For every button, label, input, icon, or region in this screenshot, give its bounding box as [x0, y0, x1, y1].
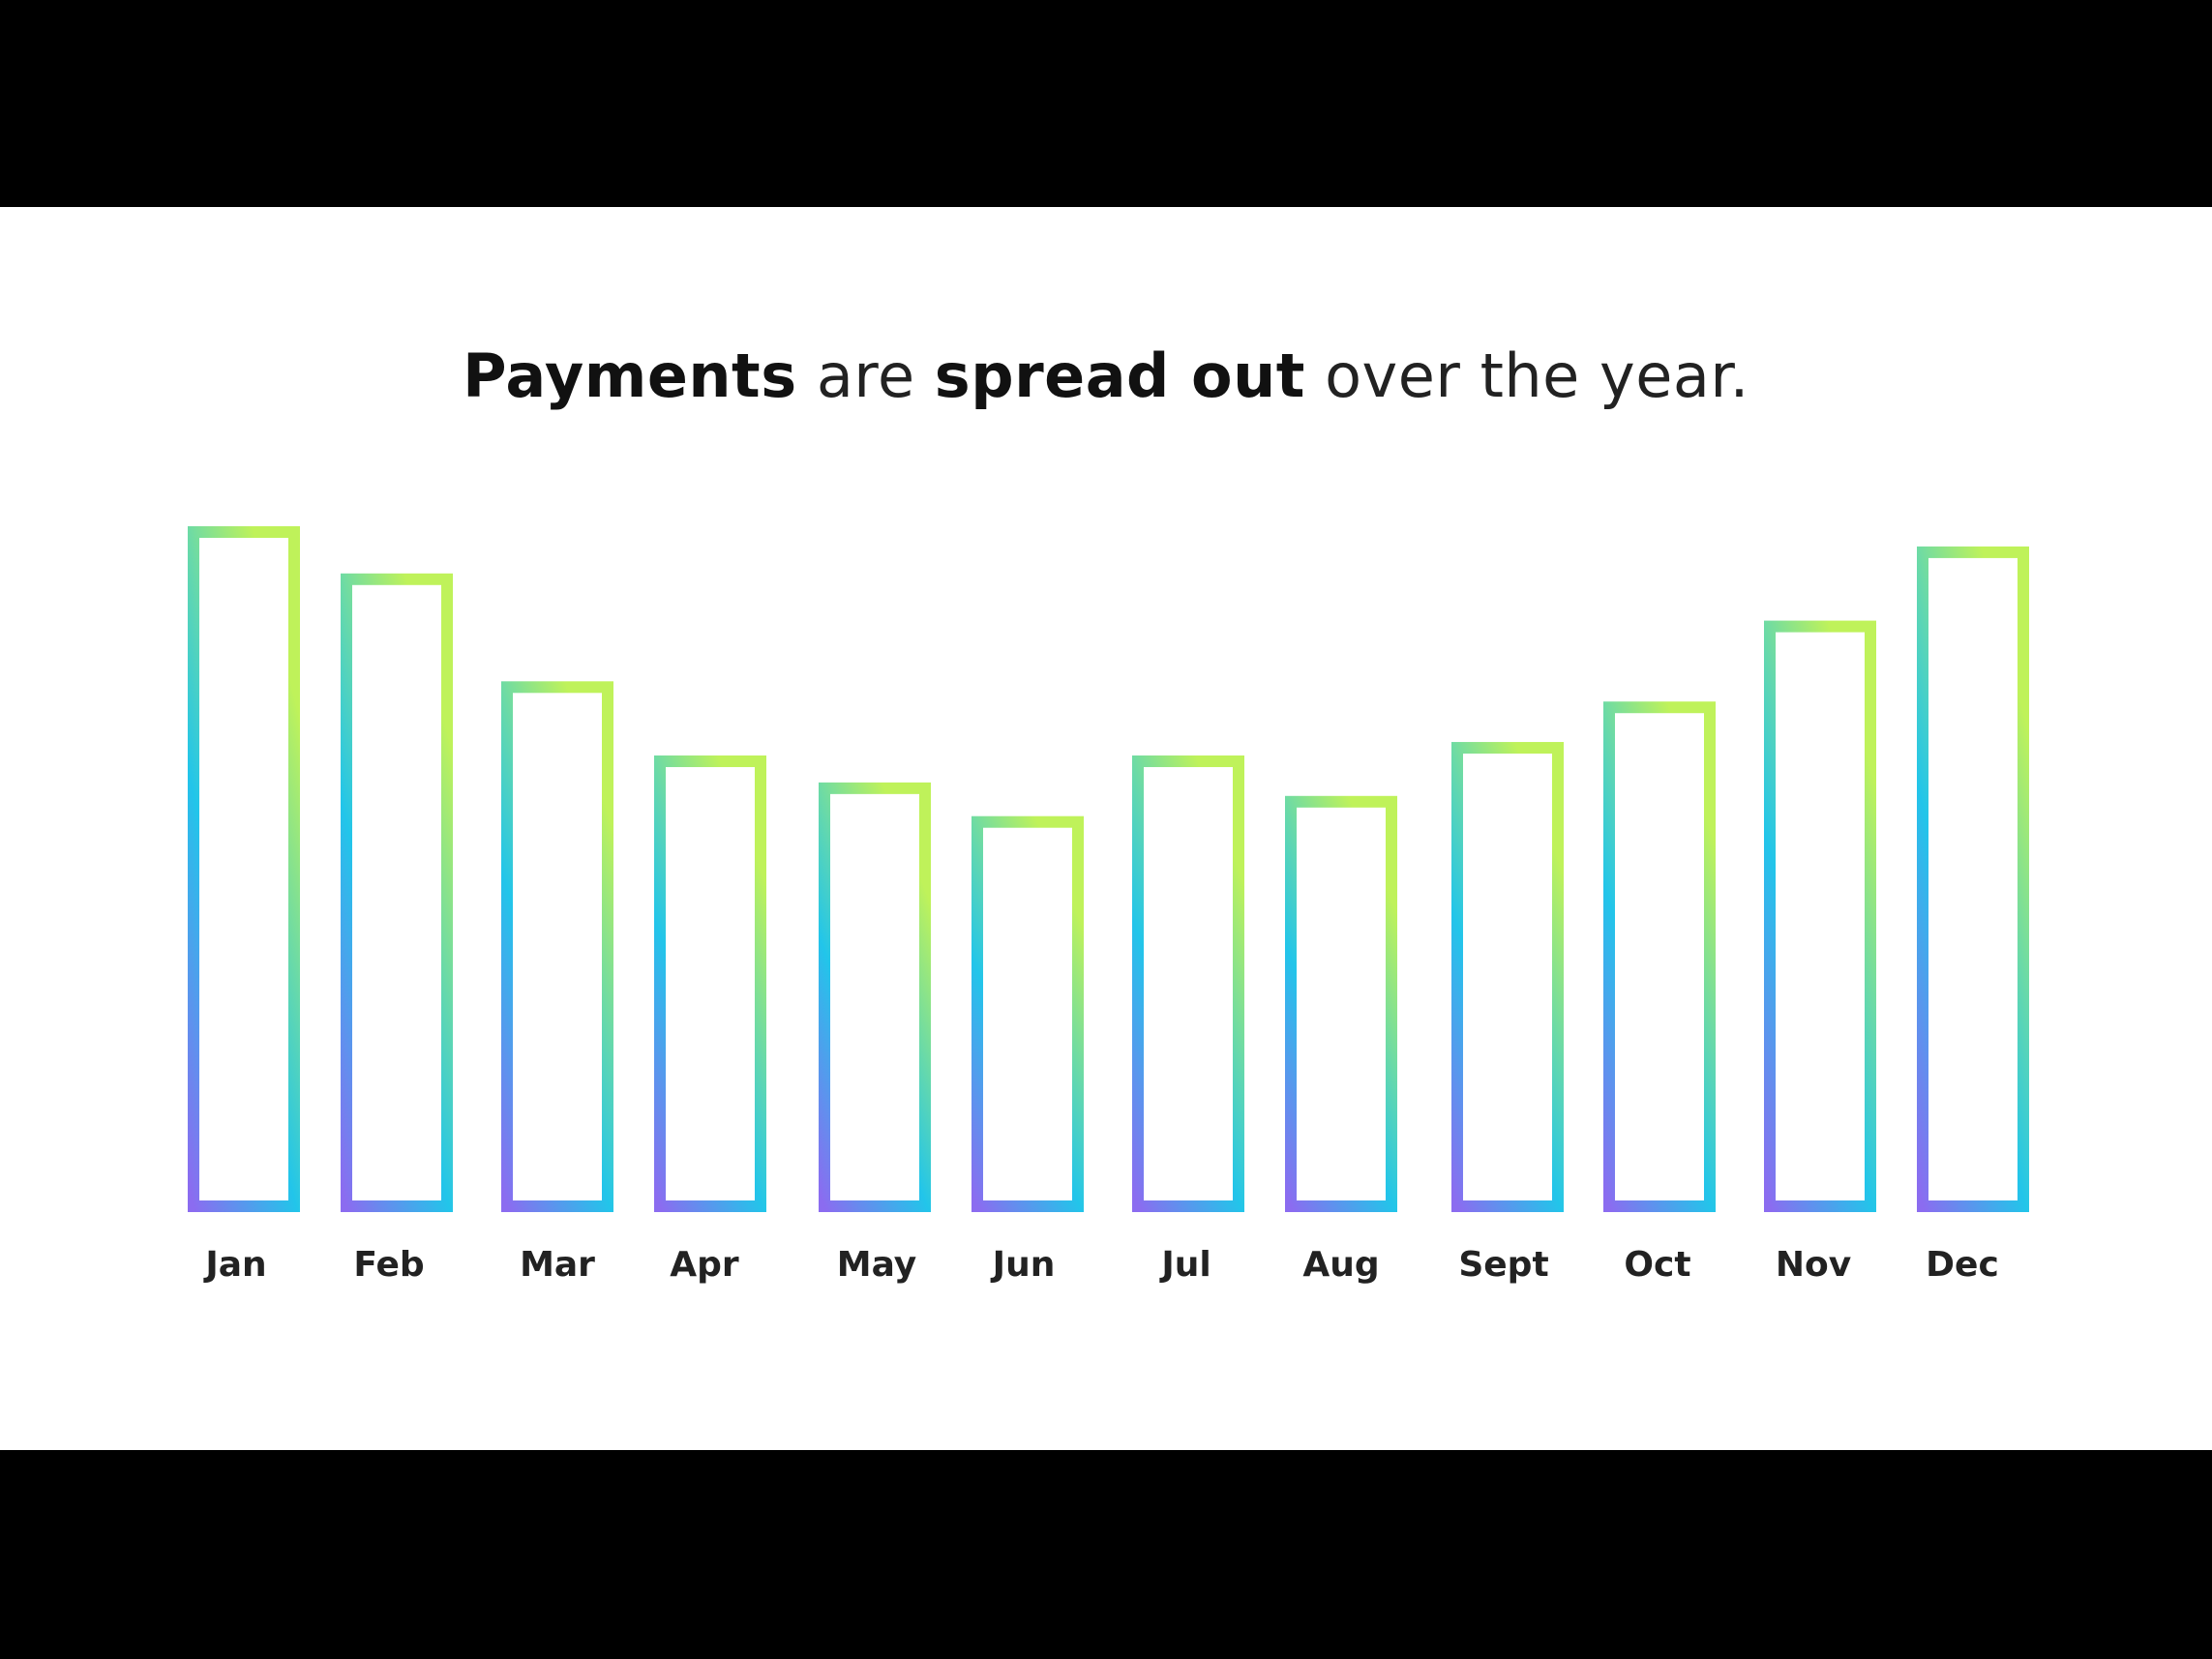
bar-jul: [1132, 755, 1244, 1212]
x-tick-label: Dec: [1926, 1245, 1999, 1285]
x-tick-label: Nov: [1776, 1245, 1851, 1285]
bar-sept: [1451, 742, 1564, 1212]
x-tick-label: May: [837, 1245, 916, 1285]
slide: Payments are spread out over the year. J…: [0, 207, 2212, 1450]
bar-nov: [1764, 620, 1876, 1212]
x-tick-label: Jul: [1158, 1245, 1211, 1285]
top-letterbox: [0, 0, 2212, 207]
x-tick-label: Jun: [990, 1245, 1056, 1285]
bar-oct: [1603, 701, 1716, 1212]
bar-aug: [1285, 795, 1397, 1212]
bar-chart: Jan Feb Mar Apr May Jun Jul Aug Sept Oct Nov Dec: [188, 526, 2029, 1285]
x-tick-label: Aug: [1302, 1245, 1379, 1285]
bar-jan: [188, 526, 300, 1212]
x-tick-label: Apr: [670, 1245, 739, 1285]
x-tick-label: Oct: [1624, 1245, 1690, 1285]
title-bold-payments: Payments: [463, 341, 797, 411]
bar-dec: [1917, 546, 2029, 1213]
bar-may: [819, 782, 931, 1212]
x-tick-label: Mar: [520, 1245, 595, 1285]
x-tick-label: Feb: [353, 1245, 424, 1285]
title-text-end: over the year.: [1304, 341, 1749, 411]
title-text: are: [796, 341, 935, 411]
title-bold-spread-out: spread out: [934, 341, 1305, 411]
x-tick-label: Sept: [1458, 1245, 1548, 1285]
bar-jun: [971, 815, 1084, 1213]
bar-feb: [341, 573, 453, 1213]
bottom-letterbox: [0, 1450, 2212, 1659]
bar-apr: [654, 755, 766, 1212]
chart-title: Payments are spread out over the year.: [0, 341, 2212, 411]
x-tick-label: Jan: [202, 1245, 266, 1285]
bar-mar: [501, 681, 613, 1212]
